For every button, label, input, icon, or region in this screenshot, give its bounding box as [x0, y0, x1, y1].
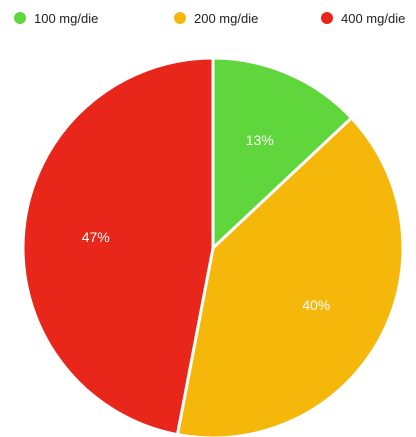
legend-dot-400-mg-die	[321, 12, 333, 24]
legend-dot-200-mg-die	[174, 12, 186, 24]
pie-slice-100-mg-die	[211, 56, 354, 250]
legend-label-400-mg-die: 400 mg/die	[341, 11, 405, 26]
legend-item-400-mg-die: 400 mg/die	[321, 11, 405, 26]
legend-label-100-mg-die: 100 mg/die	[34, 11, 98, 26]
legend-dot-100-mg-die	[14, 12, 26, 24]
slice-label-400-mg-die: 47%	[82, 229, 110, 245]
legend-item-200-mg-die: 200 mg/die	[174, 11, 258, 26]
slice-label-100-mg-die: 13%	[246, 132, 274, 148]
pie-slice-200-mg-die	[175, 116, 405, 437]
slice-labels: 13% 40% 47%	[82, 132, 331, 313]
pie-slices	[21, 56, 405, 437]
slice-label-200-mg-die: 40%	[302, 297, 330, 313]
legend-label-200-mg-die: 200 mg/die	[194, 11, 258, 26]
pie-slice-400-mg-die	[21, 56, 215, 437]
legend: 100 mg/die 200 mg/die 400 mg/die	[14, 11, 405, 26]
legend-item-100-mg-die: 100 mg/die	[14, 11, 98, 26]
